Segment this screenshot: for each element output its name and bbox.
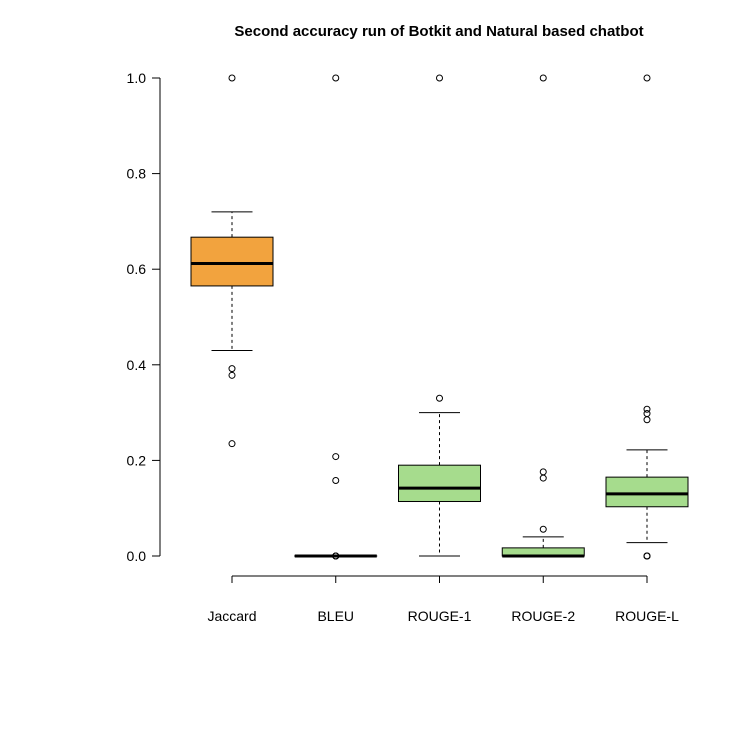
x-category-label: ROUGE-1 xyxy=(408,608,472,624)
box-rouge-2 xyxy=(501,74,585,558)
box-rouge-l xyxy=(605,74,689,560)
outlier-point xyxy=(228,74,236,82)
box-iqr xyxy=(190,236,274,287)
box-bleu xyxy=(294,74,378,560)
outlier-point xyxy=(643,74,651,82)
outlier-point xyxy=(436,74,443,82)
outlier-point xyxy=(332,74,340,82)
outlier-point xyxy=(436,394,443,402)
outlier-point xyxy=(228,365,236,373)
outlier-point xyxy=(228,440,236,448)
y-tick-label: 0.6 xyxy=(127,261,147,277)
box-group xyxy=(190,74,689,560)
y-tick-label: 0.4 xyxy=(127,357,147,373)
box-iqr xyxy=(398,464,481,503)
chart-title: Second accuracy run of Botkit and Natura… xyxy=(234,23,643,40)
box-rouge-1 xyxy=(398,74,481,557)
box-jaccard xyxy=(190,74,274,448)
outlier-point xyxy=(539,525,547,533)
y-axis: 0.0 0.2 0.4 0.6 0.8 1.0 xyxy=(127,70,161,564)
outlier-point xyxy=(643,405,651,413)
box-iqr xyxy=(605,476,689,508)
outlier-point xyxy=(539,468,547,476)
y-tick-label: 1.0 xyxy=(127,70,147,86)
x-category-label: BLEU xyxy=(317,608,354,624)
outlier-point xyxy=(643,416,651,424)
outlier-point xyxy=(539,74,547,82)
y-tick-label: 0.8 xyxy=(127,166,147,182)
x-category-label: ROUGE-L xyxy=(615,608,679,624)
outlier-point xyxy=(643,410,651,418)
x-category-label: Jaccard xyxy=(207,608,256,624)
outlier-point xyxy=(332,552,340,560)
outlier-point xyxy=(332,476,340,484)
outlier-point xyxy=(332,453,340,461)
outlier-point xyxy=(643,552,651,560)
x-axis: Jaccard BLEU ROUGE-1 ROUGE-2 ROUGE-L xyxy=(207,575,679,624)
x-category-label: ROUGE-2 xyxy=(511,608,575,624)
outlier-point xyxy=(228,371,236,379)
y-tick-label: 0.2 xyxy=(127,452,147,468)
outlier-point xyxy=(539,474,547,482)
y-tick-label: 0.0 xyxy=(127,548,147,564)
